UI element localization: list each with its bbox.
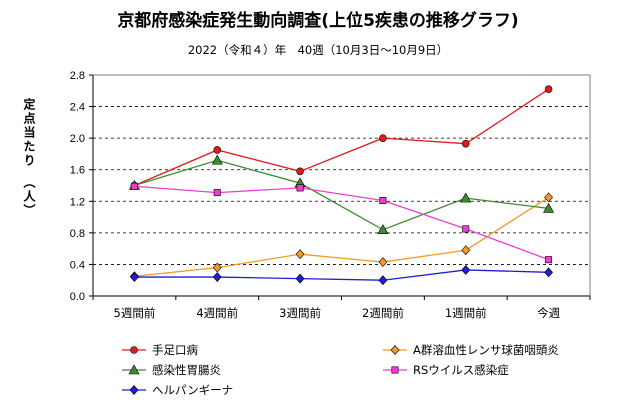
y-tick-label: 2.8 xyxy=(70,70,85,82)
data-point xyxy=(544,85,553,94)
legend-item: 手足口病 xyxy=(122,343,198,357)
data-point xyxy=(461,265,471,275)
legend-marker xyxy=(130,346,138,354)
data-point xyxy=(379,134,387,142)
data-point xyxy=(377,224,389,234)
series-line xyxy=(134,88,549,187)
chart-subtitle: 2022（令和４）年 40週（10月3日〜10月9日） xyxy=(187,43,449,57)
data-point xyxy=(130,272,139,283)
grid-lines xyxy=(93,106,590,265)
data-point xyxy=(296,184,304,192)
data-point xyxy=(461,245,471,256)
legend-marker xyxy=(128,364,140,375)
legend-item: RSウイルス感染症 xyxy=(383,363,509,377)
data-point xyxy=(544,267,553,278)
legend-item: A群溶血性レンサ球菌咽頭炎 xyxy=(383,343,559,357)
legend-label: ヘルパンギーナ xyxy=(152,383,233,397)
series-line xyxy=(134,185,549,261)
series-4 xyxy=(130,182,553,264)
series-line xyxy=(134,159,549,231)
y-tick-label: 0.4 xyxy=(70,259,85,271)
data-point xyxy=(296,167,304,176)
series-group xyxy=(128,85,555,286)
data-point xyxy=(130,182,138,190)
y-tick-label: 2.4 xyxy=(70,102,85,114)
legend-marker xyxy=(390,345,400,355)
legend-label: 感染性胃腸炎 xyxy=(152,363,221,377)
x-axis-ticks: 5週間前 4週間前 3週間前 2週間前 1週間前 今週 xyxy=(92,296,591,320)
data-point xyxy=(378,257,388,268)
series-5 xyxy=(130,265,553,286)
series-1 xyxy=(130,85,553,190)
data-point xyxy=(295,249,305,260)
x-tick-label: 3週間前 xyxy=(279,306,321,320)
data-point xyxy=(460,192,472,203)
y-tick-label: 1.6 xyxy=(70,165,85,177)
data-point xyxy=(213,189,221,197)
data-point xyxy=(295,273,305,284)
y-tick-label: 1.2 xyxy=(70,196,85,208)
axes xyxy=(92,74,591,297)
series-line xyxy=(134,269,549,281)
data-point xyxy=(213,146,222,154)
data-point xyxy=(545,256,553,264)
data-point xyxy=(461,139,470,148)
x-tick-label: 4週間前 xyxy=(196,306,238,320)
data-point xyxy=(543,202,555,213)
y-tick-label: 0.8 xyxy=(70,228,85,240)
y-tick-label: 2.0 xyxy=(70,133,85,145)
y-axis-label: 定点当たり （人） xyxy=(22,98,36,218)
data-point xyxy=(544,192,553,203)
legend-item: ヘルパンギーナ xyxy=(122,383,233,397)
legend-marker xyxy=(391,366,399,374)
legend-marker xyxy=(129,385,139,395)
legend-label: RSウイルス感染症 xyxy=(413,363,509,377)
data-point xyxy=(212,262,222,273)
y-axis-ticks: 0.0 0.4 0.8 1.2 1.6 2.0 2.4 2.8 xyxy=(70,70,93,303)
legend-label: 手足口病 xyxy=(152,343,198,357)
data-point xyxy=(462,225,470,233)
x-tick-label: 今週 xyxy=(537,306,560,320)
x-tick-label: 1週間前 xyxy=(445,306,487,320)
data-point xyxy=(378,275,388,286)
data-point xyxy=(212,272,222,283)
y-tick-label: 0.0 xyxy=(70,291,85,303)
data-point xyxy=(211,154,223,165)
plot-area xyxy=(92,74,591,297)
chart-title: 京都府感染症発生動向調査(上位5疾患の推移グラフ) xyxy=(117,11,519,31)
series-line xyxy=(134,196,549,277)
data-point xyxy=(379,196,387,204)
legend-item: 感染性胃腸炎 xyxy=(122,363,221,377)
x-tick-label: 5週間前 xyxy=(114,306,156,320)
legend-label: A群溶血性レンサ球菌咽頭炎 xyxy=(413,343,559,357)
x-tick-label: 2週間前 xyxy=(362,306,404,320)
